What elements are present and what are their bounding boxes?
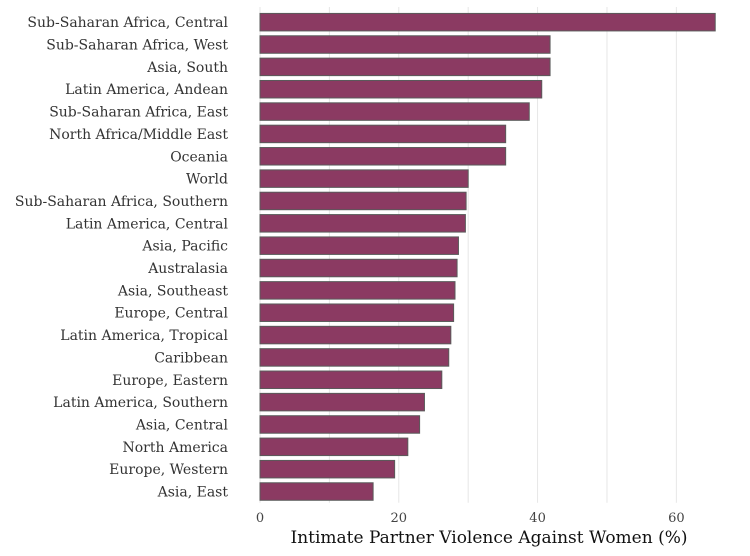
- category-label: North America: [123, 440, 229, 456]
- bar: [259, 482, 374, 501]
- category-label: Latin America, Andean: [65, 82, 228, 98]
- bar: [259, 281, 456, 300]
- x-tick-label: 20: [391, 511, 408, 526]
- x-tick-label: 0: [256, 511, 264, 526]
- category-label: Europe, Western: [109, 462, 228, 478]
- bar: [259, 57, 551, 77]
- category-label: Latin America, Central: [66, 216, 229, 232]
- category-label: Sub-Saharan Africa, East: [49, 105, 228, 121]
- category-label: Asia, East: [157, 485, 229, 501]
- bar: [259, 35, 551, 54]
- x-tick-label: 40: [529, 511, 546, 526]
- bar: [259, 169, 469, 188]
- category-label: Sub-Saharan Africa, Southern: [15, 194, 228, 210]
- x-axis-title: Intimate Partner Violence Against Women …: [290, 528, 687, 548]
- category-label: Sub-Saharan Africa, West: [46, 38, 228, 54]
- bar: [259, 214, 466, 233]
- category-labels: Sub-Saharan Africa, Central Sub-Saharan A…: [15, 15, 229, 500]
- category-label: Asia, Central: [135, 417, 229, 433]
- category-label: Caribbean: [154, 350, 228, 366]
- bars: [259, 12, 716, 501]
- bar: [259, 79, 543, 99]
- category-label: Oceania: [170, 149, 228, 165]
- bar: [259, 415, 421, 434]
- bar: [259, 392, 425, 412]
- bar: [259, 191, 467, 211]
- bar: [259, 437, 409, 457]
- bar: [259, 102, 530, 121]
- bar: [259, 12, 716, 32]
- category-label: World: [186, 172, 228, 188]
- category-label: North Africa/Middle East: [49, 127, 228, 143]
- bar: [259, 348, 450, 367]
- x-tick-label: 60: [668, 511, 685, 526]
- category-label: Asia, South: [146, 60, 228, 76]
- bar: [259, 370, 443, 390]
- category-label: Latin America, Southern: [53, 395, 228, 411]
- bar: [259, 459, 396, 479]
- category-label: Latin America, Tropical: [60, 328, 228, 344]
- bar: [259, 236, 459, 255]
- bar: [259, 303, 455, 322]
- x-tick-labels: 0 20 40 60: [256, 511, 685, 526]
- bar: [259, 258, 458, 278]
- category-label: Europe, Eastern: [112, 373, 228, 389]
- category-label: Asia, Southeast: [117, 283, 229, 299]
- bar: [259, 124, 507, 144]
- category-label: Europe, Central: [114, 306, 228, 322]
- category-label: Asia, Pacific: [141, 239, 228, 255]
- bar: [259, 147, 507, 166]
- bar: [259, 325, 452, 345]
- category-label: Australasia: [147, 261, 228, 277]
- category-label: Sub-Saharan Africa, Central: [27, 15, 228, 31]
